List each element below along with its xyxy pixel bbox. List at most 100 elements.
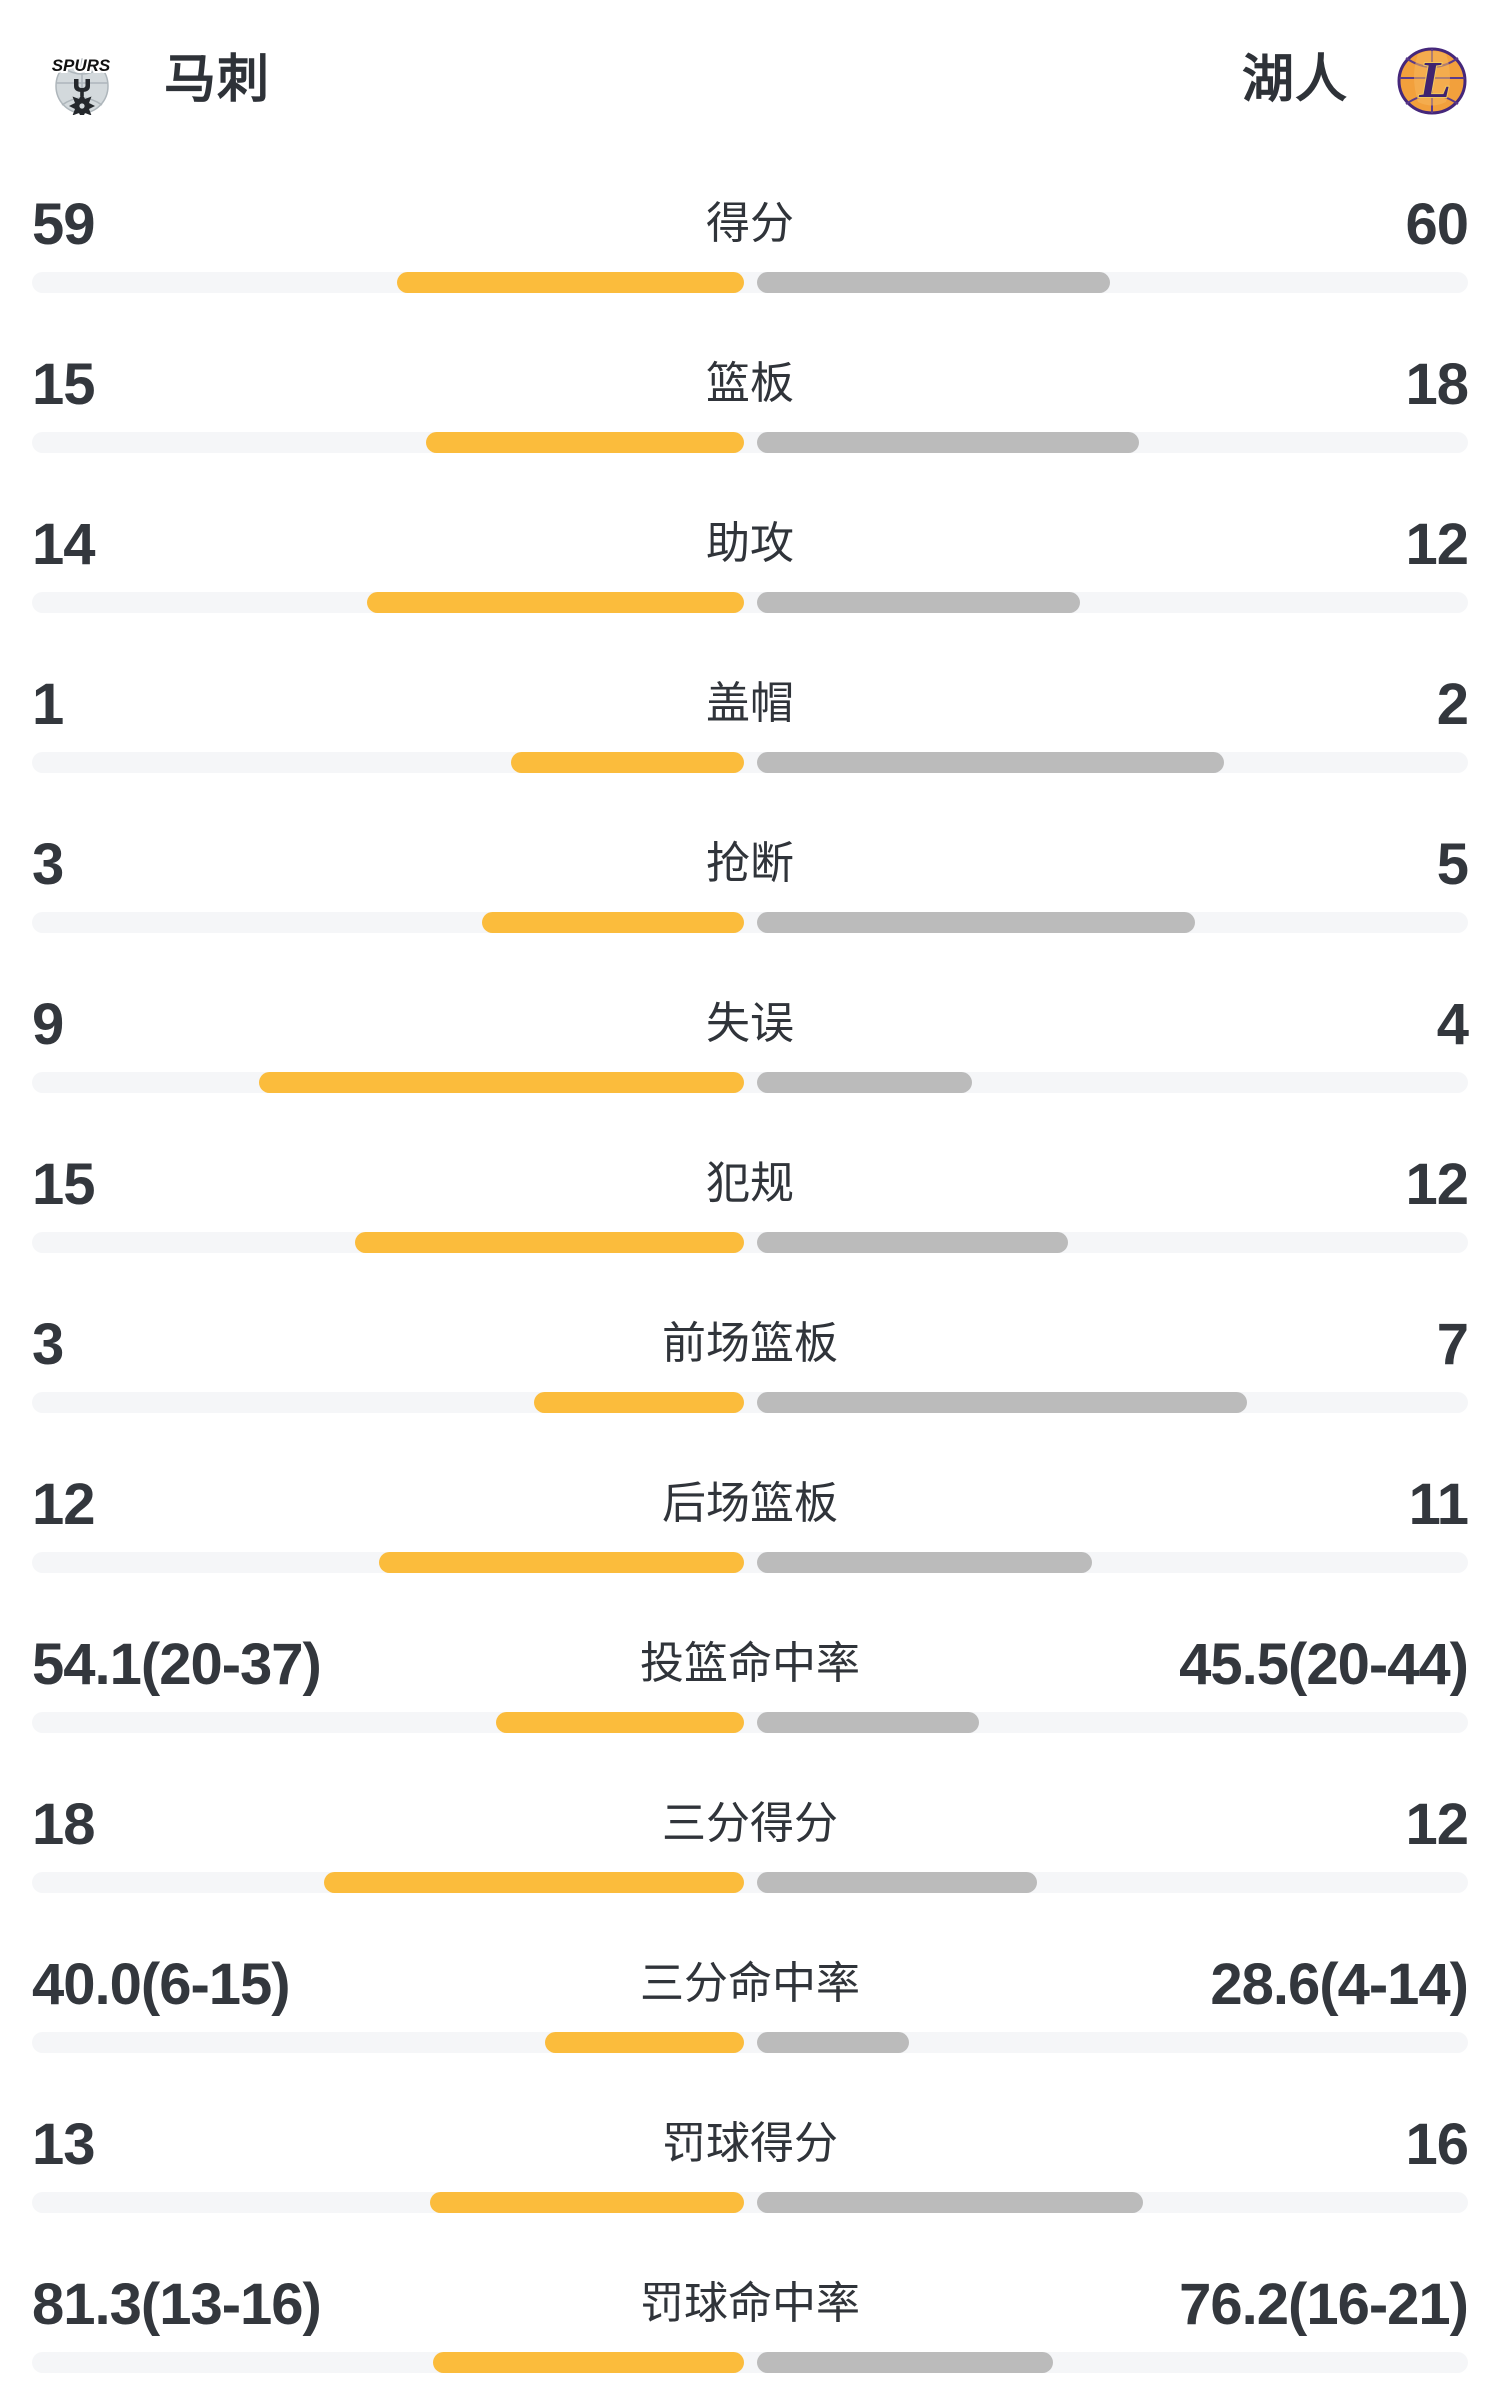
stat-bar-left: [534, 1392, 744, 1413]
stat-bar-left: [511, 752, 744, 773]
stat-value-left: 13: [32, 2112, 96, 2177]
stat-label: 前场篮板: [662, 1319, 838, 1368]
stat-value-left: 14: [32, 512, 96, 577]
stat-label: 三分命中率: [640, 1959, 860, 2008]
stat-bar-left: [324, 1872, 744, 1893]
stat-bar-right: [757, 1552, 1092, 1573]
stat-label: 三分得分: [662, 1799, 838, 1848]
stat-bar-right: [757, 1232, 1068, 1253]
stat-label: 助攻: [706, 519, 794, 568]
stats-list: 59 得分 60 15 篮板 18 14 助攻 12 1 盖帽 2: [0, 160, 1500, 2400]
team-left: SPURS 马刺: [48, 45, 271, 119]
stat-value-right: 12: [1405, 1792, 1469, 1857]
stat-bar-left: [430, 2192, 744, 2213]
stat-label: 失误: [706, 999, 794, 1048]
stat-value-right: 16: [1405, 2112, 1469, 2177]
stat-bar-track: [32, 1552, 1468, 1573]
stat-bar-track: [32, 752, 1468, 773]
stat-value-right: 18: [1405, 352, 1469, 417]
stat-bar-left: [379, 1552, 744, 1573]
stat-value-left: 15: [32, 352, 96, 417]
stat-row: 13 罚球得分 16: [0, 2080, 1500, 2240]
stat-row: 18 三分得分 12: [0, 1760, 1500, 1920]
stat-value-right: 60: [1405, 192, 1469, 257]
team-left-name: 马刺: [164, 51, 271, 109]
team-right-name: 湖人: [1241, 51, 1348, 109]
stat-bar-right: [757, 2032, 909, 2053]
stat-value-left: 18: [32, 1792, 96, 1857]
stat-row: 1 盖帽 2: [0, 640, 1500, 800]
stat-bar-right: [757, 1872, 1037, 1893]
stat-value-left: 81.3(13-16): [32, 2272, 322, 2337]
stat-value-right: 76.2(16-21): [1179, 2272, 1469, 2337]
stat-bar-right: [757, 2192, 1143, 2213]
stat-value-left: 40.0(6-15): [32, 1952, 291, 2017]
stat-label: 篮板: [706, 359, 794, 408]
stat-label: 投篮命中率: [640, 1639, 860, 1688]
stat-value-left: 9: [32, 992, 64, 1057]
stat-bar-track: [32, 272, 1468, 293]
stat-bar-right: [757, 592, 1080, 613]
stat-value-right: 12: [1405, 1152, 1469, 1217]
stat-label: 得分: [706, 199, 794, 248]
stat-value-right: 28.6(4-14): [1210, 1952, 1469, 2017]
stat-value-left: 15: [32, 1152, 96, 1217]
stat-bar-right: [757, 752, 1224, 773]
stat-bar-left: [545, 2032, 744, 2053]
stat-bar-right: [757, 432, 1139, 453]
stat-bar-right: [757, 2352, 1053, 2373]
stat-bar-track: [32, 1232, 1468, 1253]
stat-bar-left: [426, 432, 744, 453]
stat-label: 罚球命中率: [640, 2279, 860, 2328]
stat-label: 抢断: [706, 839, 794, 888]
stat-bar-track: [32, 2192, 1468, 2213]
stat-bar-right: [757, 1392, 1247, 1413]
stat-value-left: 12: [32, 1472, 96, 1537]
stat-label: 后场篮板: [662, 1479, 838, 1528]
stat-bar-track: [32, 592, 1468, 613]
stat-label: 盖帽: [706, 679, 794, 728]
stat-bar-track: [32, 1712, 1468, 1733]
stat-row: 40.0(6-15) 三分命中率 28.6(4-14): [0, 1920, 1500, 2080]
stat-row: 59 得分 60: [0, 160, 1500, 320]
svg-text:L: L: [1418, 52, 1451, 109]
stat-value-right: 11: [1408, 1472, 1469, 1537]
stat-bar-left: [259, 1072, 744, 1093]
stat-value-right: 2: [1436, 672, 1469, 737]
stat-bar-right: [757, 272, 1110, 293]
stat-bar-right: [757, 912, 1195, 933]
stat-value-right: 7: [1436, 1312, 1469, 1377]
stat-bar-left: [496, 1712, 744, 1733]
stat-bar-right: [757, 1712, 979, 1733]
spurs-logo-icon: SPURS: [48, 45, 114, 119]
stat-row: 15 犯规 12: [0, 1120, 1500, 1280]
stat-row: 3 抢断 5: [0, 800, 1500, 960]
stat-bar-left: [433, 2352, 744, 2373]
stat-bar-left: [482, 912, 744, 933]
stat-value-right: 12: [1405, 512, 1469, 577]
stat-row: 15 篮板 18: [0, 320, 1500, 480]
stat-bar-track: [32, 1392, 1468, 1413]
stat-bar-track: [32, 912, 1468, 933]
stat-value-left: 3: [32, 1312, 64, 1377]
header: SPURS 马刺 湖人 L: [0, 0, 1500, 160]
stat-value-left: 3: [32, 832, 64, 897]
team-right: 湖人 L: [1242, 45, 1470, 115]
stat-row: 54.1(20-37) 投篮命中率 45.5(20-44): [0, 1600, 1500, 1760]
stat-value-left: 59: [32, 192, 96, 257]
svg-text:SPURS: SPURS: [52, 56, 111, 75]
stat-bar-left: [397, 272, 744, 293]
lakers-logo-icon: L: [1394, 45, 1470, 115]
stat-bar-left: [355, 1232, 744, 1253]
stat-bar-track: [32, 1072, 1468, 1093]
stat-bar-left: [367, 592, 744, 613]
stat-value-left: 1: [32, 672, 64, 737]
stat-row: 12 后场篮板 11: [0, 1440, 1500, 1600]
stat-label: 罚球得分: [662, 2119, 838, 2168]
stat-bar-track: [32, 2032, 1468, 2053]
stat-label: 犯规: [706, 1159, 794, 1208]
stat-row: 81.3(13-16) 罚球命中率 76.2(16-21): [0, 2240, 1500, 2400]
stat-value-left: 54.1(20-37): [32, 1632, 322, 1697]
stat-bar-right: [757, 1072, 972, 1093]
stat-row: 9 失误 4: [0, 960, 1500, 1120]
